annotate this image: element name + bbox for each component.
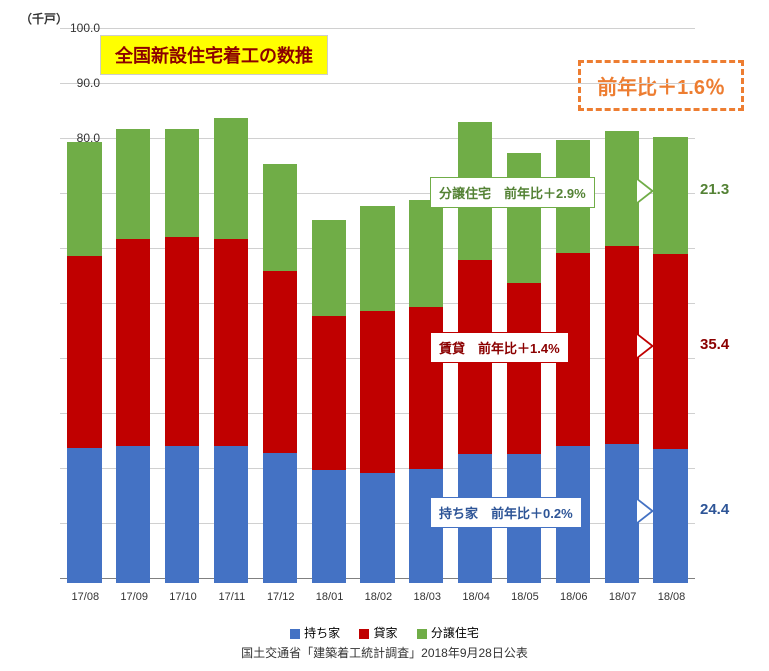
x-tick-label: 18/06 bbox=[549, 591, 599, 603]
bar-segment bbox=[67, 256, 101, 449]
legend-swatch bbox=[359, 629, 369, 639]
bar-segment bbox=[605, 131, 639, 245]
bar-segment bbox=[360, 311, 394, 473]
legend-label: 持ち家 bbox=[304, 626, 340, 640]
bar-segment bbox=[312, 470, 346, 583]
legend-item: 貸家 bbox=[359, 624, 397, 641]
annotation-green: 分譲住宅 前年比＋2.9% bbox=[430, 177, 595, 208]
legend: 持ち家 貸家 分譲住宅 bbox=[0, 624, 769, 641]
x-tick-label: 18/07 bbox=[598, 591, 648, 603]
bar-segment bbox=[116, 129, 150, 239]
bar-segment bbox=[605, 444, 639, 583]
bar-segment bbox=[653, 254, 687, 449]
x-tick-label: 17/10 bbox=[158, 591, 208, 603]
bar-segment bbox=[312, 316, 346, 470]
annotation-blue: 持ち家 前年比＋0.2% bbox=[430, 497, 582, 528]
grid-line bbox=[60, 28, 695, 29]
value-label: 35.4 bbox=[700, 336, 729, 353]
x-tick-label: 18/05 bbox=[500, 591, 550, 603]
legend-item: 持ち家 bbox=[290, 624, 340, 641]
x-tick-label: 17/11 bbox=[207, 591, 257, 603]
bar-segment bbox=[67, 448, 101, 583]
arrow-icon bbox=[636, 332, 654, 360]
chart-container: （千戸） 全国新設住宅着工の数推 前年比＋1.6％ 0.010.020.030.… bbox=[0, 0, 769, 671]
bar-segment bbox=[165, 446, 199, 584]
bar-segment bbox=[165, 129, 199, 236]
bar-segment bbox=[409, 307, 443, 469]
x-tick-label: 18/03 bbox=[402, 591, 452, 603]
x-tick-label: 18/04 bbox=[451, 591, 501, 603]
x-tick-label: 17/12 bbox=[256, 591, 306, 603]
x-tick-label: 18/08 bbox=[646, 591, 696, 603]
bar-segment bbox=[116, 446, 150, 584]
bar-segment bbox=[312, 220, 346, 316]
bar-segment bbox=[214, 118, 248, 239]
bar-segment bbox=[360, 206, 394, 311]
bar-segment bbox=[360, 473, 394, 583]
source-text: 国土交通省「建築着工統計調査」2018年9月28日公表 bbox=[0, 644, 769, 661]
annotation-red: 賃貸 前年比＋1.4% bbox=[430, 332, 569, 363]
bar-segment bbox=[653, 449, 687, 583]
x-tick-label: 17/09 bbox=[109, 591, 159, 603]
bar-segment bbox=[67, 142, 101, 256]
legend-swatch bbox=[290, 629, 300, 639]
bar-segment bbox=[214, 239, 248, 445]
legend-label: 貸家 bbox=[373, 626, 397, 640]
x-tick-label: 18/01 bbox=[305, 591, 355, 603]
x-tick-label: 17/08 bbox=[60, 591, 110, 603]
legend-item: 分譲住宅 bbox=[417, 624, 479, 641]
arrow-icon bbox=[636, 177, 654, 205]
bar-segment bbox=[263, 164, 297, 271]
bar-segment bbox=[507, 153, 541, 283]
y-axis-title: （千戸） bbox=[20, 10, 68, 27]
bar-segment bbox=[409, 200, 443, 307]
x-tick-label: 18/02 bbox=[353, 591, 403, 603]
bar-segment bbox=[214, 446, 248, 584]
bar-segment bbox=[263, 271, 297, 453]
value-label: 24.4 bbox=[700, 501, 729, 518]
bar-segment bbox=[507, 283, 541, 454]
legend-label: 分譲住宅 bbox=[431, 626, 479, 640]
arrow-icon bbox=[636, 497, 654, 525]
bar-segment bbox=[653, 137, 687, 254]
bar-segment bbox=[165, 237, 199, 446]
legend-swatch bbox=[417, 629, 427, 639]
bar-segment bbox=[263, 453, 297, 583]
bar-segment bbox=[116, 239, 150, 445]
plot-area: 0.010.020.030.040.050.060.070.080.090.01… bbox=[60, 28, 740, 583]
bar-segment bbox=[605, 246, 639, 444]
value-label: 21.3 bbox=[700, 181, 729, 198]
